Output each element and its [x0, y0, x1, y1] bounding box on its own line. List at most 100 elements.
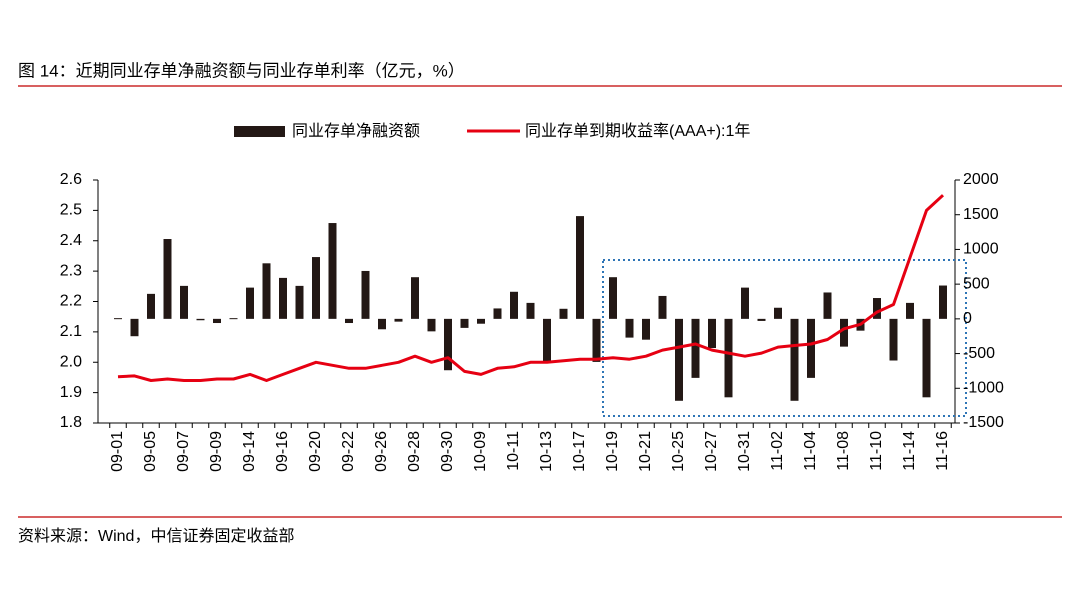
- x-tick-label: 10-31: [736, 431, 753, 472]
- line: [117, 194, 945, 382]
- bar: [691, 318, 700, 378]
- y2-tick-label: 1000: [963, 241, 999, 258]
- bar: [576, 216, 584, 319]
- bar: [180, 285, 188, 319]
- bar: [840, 318, 848, 347]
- bar: [312, 257, 320, 319]
- bar: [939, 285, 947, 319]
- y2-tick-label: -1500: [963, 414, 1004, 431]
- x-tick-label: 09-09: [208, 431, 225, 472]
- bar: [361, 270, 370, 319]
- x-tick-label: 11-16: [934, 431, 951, 471]
- x-tick-label: 10-27: [703, 431, 720, 472]
- x-tick-label: 10-17: [571, 431, 588, 472]
- x-tick-label: 11-02: [769, 431, 786, 471]
- x-tick-label: 11-04: [802, 431, 819, 471]
- bar: [559, 308, 568, 319]
- bar: [889, 318, 898, 361]
- legend-swatch: [234, 126, 285, 137]
- x-tick-label: 09-30: [439, 431, 456, 472]
- bar: [411, 277, 419, 319]
- bar: [246, 287, 254, 319]
- bar: [394, 318, 403, 322]
- bar: [262, 263, 271, 319]
- x-tick-label: 10-09: [472, 431, 489, 472]
- x-tick-label: 10-13: [538, 431, 555, 472]
- bar: [774, 307, 782, 319]
- x-tick-label: 09-16: [274, 431, 291, 472]
- x-tick-label: 10-19: [604, 431, 621, 472]
- bar: [510, 291, 518, 319]
- x-tick-label: 11-10: [868, 431, 885, 471]
- y2-tick-label: -500: [963, 345, 995, 362]
- bar: [625, 318, 634, 338]
- bar: [922, 318, 931, 398]
- x-tick-label: 09-26: [373, 431, 390, 472]
- bar: [378, 318, 386, 330]
- y-tick-label: 2.6: [60, 171, 82, 188]
- y-tick-label: 2.2: [60, 293, 82, 310]
- bar: [493, 308, 502, 319]
- y2-tick-label: 500: [963, 275, 990, 292]
- x-tick-label: 09-14: [241, 431, 258, 472]
- y-tick-label: 2.4: [60, 232, 82, 249]
- y2-tick-label: -1000: [963, 380, 1004, 397]
- x-tick-label: 09-01: [109, 431, 126, 472]
- bar: [526, 302, 535, 319]
- bar: [724, 318, 733, 398]
- bar: [345, 318, 353, 324]
- bar: [477, 318, 485, 324]
- y-tick-label: 2.0: [60, 353, 82, 370]
- bar: [807, 318, 815, 378]
- bar: [427, 318, 436, 332]
- x-tick-label: 10-21: [637, 431, 654, 472]
- bar: [328, 223, 337, 319]
- x-tick-label: 11-14: [901, 431, 918, 471]
- y-tick-label: 2.5: [60, 202, 82, 219]
- bar: [609, 277, 617, 319]
- bar: [823, 292, 832, 319]
- bar: [906, 302, 914, 319]
- y-tick-label: 2.3: [60, 262, 82, 279]
- bar: [444, 318, 452, 371]
- bar: [229, 318, 238, 320]
- bar: [757, 318, 766, 321]
- bar: [741, 287, 749, 319]
- bar: [790, 318, 799, 401]
- y2-tick-label: 1500: [963, 206, 999, 223]
- bar: [460, 318, 469, 328]
- bar: [196, 318, 205, 321]
- chart-title: 图 14：近期同业存单净融资额与同业存单利率（亿元，%）: [18, 61, 465, 80]
- x-tick-label: 09-07: [175, 431, 192, 472]
- x-tick-label: 10-11: [505, 431, 522, 471]
- bar: [279, 277, 287, 319]
- x-tick-label: 10-25: [670, 431, 687, 472]
- bar: [592, 318, 601, 362]
- bar: [114, 318, 122, 320]
- x-tick-label: 09-22: [340, 431, 357, 472]
- bar: [642, 318, 650, 340]
- bar: [658, 295, 667, 319]
- x-tick-label: 09-20: [307, 431, 324, 472]
- bar: [213, 318, 221, 324]
- bar: [163, 239, 172, 319]
- x-tick-label: 11-08: [835, 431, 852, 471]
- bar: [130, 318, 139, 337]
- legend-label: 同业存单到期收益率(AAA+):1年: [525, 122, 750, 140]
- y2-tick-label: 2000: [963, 171, 999, 188]
- y-tick-label: 1.8: [60, 414, 82, 431]
- bar: [147, 293, 155, 319]
- source-note: 资料来源：Wind，中信证券固定收益部: [18, 527, 294, 545]
- bar: [543, 318, 551, 362]
- highlight-box: [602, 259, 967, 417]
- bar: [675, 318, 683, 401]
- x-tick-label: 09-05: [142, 431, 159, 472]
- y-tick-label: 2.1: [60, 323, 82, 340]
- bar: [295, 285, 304, 319]
- legend-label: 同业存单净融资额: [292, 122, 420, 140]
- y-tick-label: 1.9: [60, 384, 82, 401]
- x-tick-label: 09-28: [406, 431, 423, 472]
- bar: [708, 318, 716, 349]
- bar: [873, 298, 881, 319]
